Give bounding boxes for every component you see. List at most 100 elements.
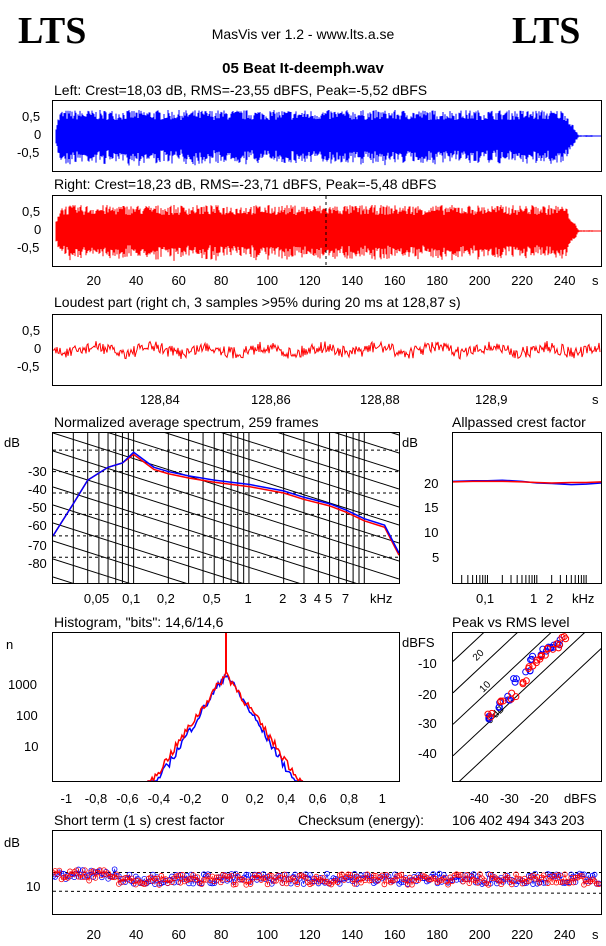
shortterm-xtick-8: 160 [383,927,406,942]
shortterm-point-right [156,882,163,888]
loudest-ytick-1: 0,5 [22,323,41,338]
histogram-series-right [147,669,304,784]
histogram-title: Histogram, "bits": 14,6/14,6 [54,614,224,630]
peakrms-point-right [519,678,527,686]
shortterm-ylabel: dB [4,835,20,850]
crest-title: Allpassed crest factor [452,414,586,430]
shortterm-chart [50,830,602,915]
shortterm-point-right [515,875,521,882]
histogram-ytick-3: 10 [24,739,39,754]
shortterm-xtick-11: 220 [511,927,533,942]
shortterm-point-right [517,876,524,882]
shortterm-point-right [366,877,373,884]
shortterm-point-right [277,875,284,881]
shortterm-point-right [557,879,564,886]
logo-left: LTS [18,10,87,52]
peakrms-diagonal [452,626,524,694]
spectrum-ytick-2: -40 [28,482,47,497]
peakrms-point-right [553,640,561,648]
peakrms-svg: 403020100 dB [452,585,606,788]
left-ytick-1: 0,5 [22,109,41,124]
spectrum-xtick-1: 0,05 [83,591,110,606]
right-xtick-4: 80 [213,273,229,288]
file-name: 05 Beat It-deemph.wav [222,60,384,77]
shortterm-point-right [379,872,386,879]
crest-ytick-3: 10 [424,525,439,540]
shortterm-point-right [362,877,369,883]
waveform-trace [55,110,593,166]
crest-ytick-4: 5 [432,550,440,565]
loudest-xtick-2: 128,86 [251,392,291,407]
right-xtick-2: 40 [128,273,144,288]
loudest-xtick-5: s [592,392,599,407]
shortterm-point-left [243,871,250,878]
right-xtick-8: 160 [383,273,406,288]
shortterm-point-right [485,882,492,888]
spectrum-ytick-4: -60 [28,518,47,533]
shortterm-point-left [188,871,194,878]
spectrum-ytick-6: -80 [28,556,47,571]
peakrms-title: Peak vs RMS level [452,614,570,630]
crest-chart [452,432,602,584]
right-xtick-5: 100 [256,273,279,288]
shortterm-point-right [364,871,371,878]
shortterm-point-left [530,881,536,887]
right-xtick-3: 60 [171,273,186,288]
crest-xtick-1: 0,1 [476,591,495,606]
shortterm-point-right [99,872,105,878]
peakrms-point-right [541,651,549,659]
peakrms-point-right [537,653,545,661]
spectrum-xtick-10: 7 [341,591,350,606]
shortterm-point-left [111,866,118,873]
peakrms-point-right [508,689,516,697]
histogram-xtick-11: 1 [378,791,386,806]
shortterm-point-right [79,874,86,880]
crest-series-right [452,480,602,484]
shortterm-point-right [568,874,575,881]
right-ytick-2: 0 [34,222,42,237]
shortterm-point-right [466,880,473,886]
shortterm-point-right [262,874,269,881]
shortterm-point-left [540,880,547,886]
spectrum-slope-line [52,486,400,598]
shortterm-point-right [349,876,356,883]
shortterm-point-right [228,872,235,879]
peakrms-xtick-3: -20 [530,791,549,806]
shortterm-point-right [570,879,577,886]
shortterm-point-right [551,872,558,879]
spectrum-chart [52,288,400,778]
shortterm-point-right [247,881,254,887]
shortterm-point-right [358,879,364,886]
shortterm-point-right [500,877,507,883]
spectrum-series-left [52,451,400,554]
shortterm-point-left [171,879,177,886]
shortterm-point-right [339,871,345,878]
loudest-chart [52,314,602,386]
peakrms-point-right [525,665,533,673]
shortterm-xtick-1: 20 [86,927,101,942]
peakrms-point-right [488,709,496,717]
loudest-svg [52,340,601,360]
shortterm-point-right [92,875,99,881]
peakrms-ytick-1: -10 [418,656,437,671]
peakrms-point-left [528,655,536,663]
right-xtick-11: 220 [511,273,533,288]
shortterm-point-right [65,875,71,881]
shortterm-svg [50,866,602,894]
shortterm-point-right [230,881,237,888]
right-xtick-7: 140 [341,273,364,288]
crest-svg [452,479,602,583]
spectrum-slope-line [52,522,400,634]
histogram-xtick-3: -0,6 [116,791,139,806]
right-xtick-1: 20 [86,273,101,288]
shortterm-title: Short term (1 s) crest factor [54,812,225,828]
shortterm-point-right [205,873,211,879]
shortterm-xtick-10: 200 [468,927,491,942]
crest-xtick-4: kHz [572,591,595,606]
peakrms-point-right [555,644,563,652]
peakrms-diagonal [452,626,558,725]
peakrms-point-right [512,693,520,701]
app-title: MasVis ver 1.2 - www.lts.a.se [211,26,395,42]
shortterm-point-right [351,881,358,887]
shortterm-point-right [345,871,352,878]
